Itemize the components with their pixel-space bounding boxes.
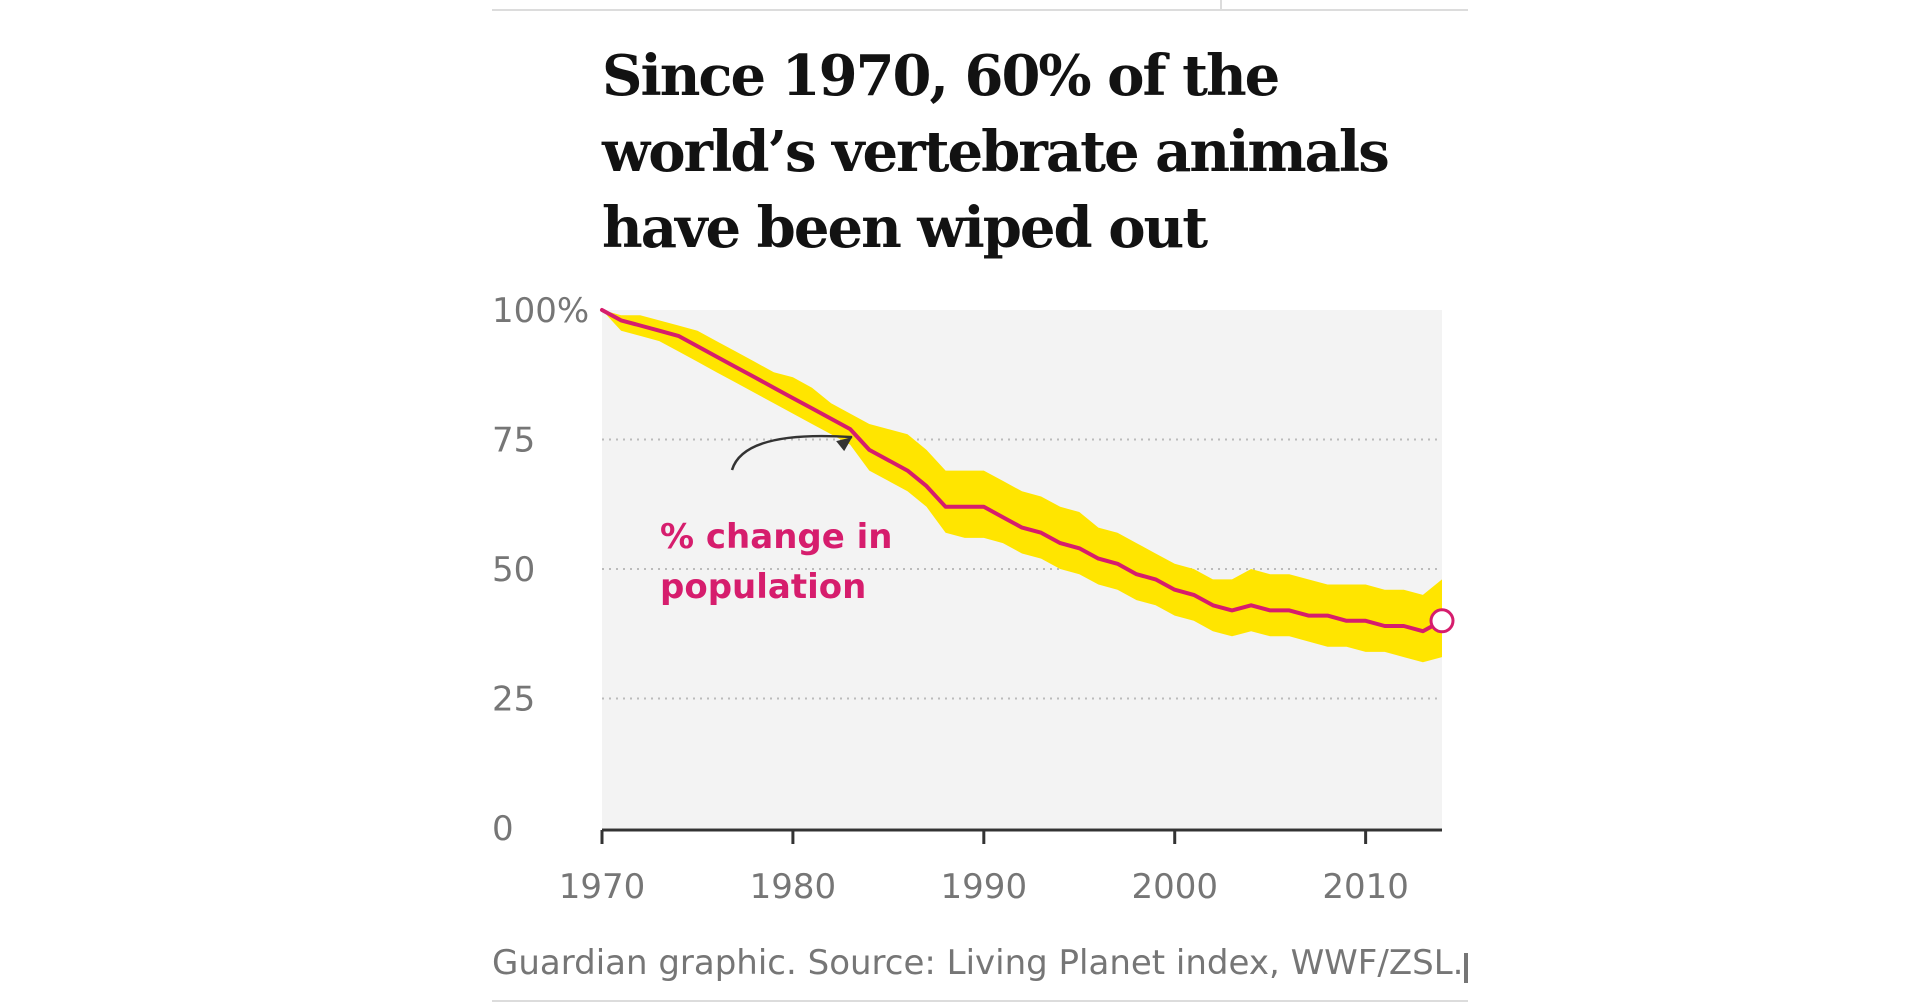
x-tick-label-2010: 2010 (1322, 867, 1409, 907)
top-divider (492, 9, 1468, 11)
data-point-1972 (638, 324, 642, 328)
data-point-1974 (676, 334, 680, 338)
data-point-1998 (1135, 572, 1139, 576)
confidence-band (602, 310, 1442, 663)
x-tick-label-1970: 1970 (559, 867, 646, 907)
population-line-chart: 0 25 50 75 100% 1970 1980 1990 2000 2010 % change … (492, 291, 1455, 907)
end-marker (1429, 608, 1455, 634)
top-divider-tick (1220, 0, 1222, 10)
bottom-divider (492, 1000, 1468, 1002)
y-tick-label-0: 0 (492, 809, 514, 849)
data-point-1986 (905, 469, 909, 473)
data-point-1984 (867, 448, 871, 452)
annotation-label-line-1: % change in (660, 517, 893, 557)
data-point-2007 (1306, 614, 1310, 618)
data-point-2004 (1249, 603, 1253, 607)
y-tick-label-75: 75 (492, 421, 535, 461)
data-point-1973 (657, 329, 661, 333)
data-point-2001 (1192, 593, 1196, 597)
y-tick-label-25: 25 (492, 680, 535, 720)
data-point-1991 (1001, 515, 1005, 519)
data-point-1997 (1115, 562, 1119, 566)
source-note: Guardian graphic. Source: Living Planet … (492, 943, 1468, 983)
data-point-1992 (1020, 526, 1024, 530)
annotation-arrowhead (836, 437, 853, 452)
data-point-1977 (734, 365, 738, 369)
data-point-1989 (963, 505, 967, 509)
title-line-1: Since 1970, 60% of the (602, 43, 1280, 109)
data-point-2010 (1364, 619, 1368, 623)
title-line-2: world’s vertebrate animals (602, 119, 1390, 185)
data-point-2002 (1211, 603, 1215, 607)
data-point-1982 (829, 417, 833, 421)
chart-card: Since 1970, 60% of the world’s vertebrat… (492, 0, 1468, 1005)
chart-title: Since 1970, 60% of the world’s vertebrat… (602, 38, 1462, 266)
data-point-1979 (772, 386, 776, 390)
data-point-1987 (925, 484, 929, 488)
x-tick-label-1980: 1980 (750, 867, 837, 907)
data-point-2011 (1383, 624, 1387, 628)
data-point-2008 (1325, 614, 1329, 618)
annotation-arrow (730, 434, 853, 471)
data-point-1970 (600, 308, 604, 312)
data-point-1993 (1039, 531, 1043, 535)
data-point-1971 (619, 318, 623, 322)
data-point-1976 (715, 355, 719, 359)
x-tick-label-1990: 1990 (941, 867, 1028, 907)
data-point-2009 (1345, 619, 1349, 623)
data-point-1980 (791, 396, 795, 400)
data-point-1995 (1077, 546, 1081, 550)
data-point-1996 (1096, 557, 1100, 561)
y-tick-label-100: 100% (492, 291, 589, 331)
series-line (600, 308, 1444, 634)
data-point-1983 (848, 427, 852, 431)
data-point-1990 (982, 505, 986, 509)
data-point-2000 (1173, 588, 1177, 592)
data-point-1985 (886, 458, 890, 462)
data-point-2005 (1268, 608, 1272, 612)
data-point-2012 (1402, 624, 1406, 628)
data-point-1988 (944, 505, 948, 509)
data-point-2003 (1230, 608, 1234, 612)
data-point-1981 (810, 406, 814, 410)
data-point-1978 (753, 375, 757, 379)
data-point-1994 (1058, 541, 1062, 545)
title-line-3: have been wiped out (602, 195, 1208, 261)
data-point-1999 (1154, 577, 1158, 581)
x-tick-label-2000: 2000 (1131, 867, 1218, 907)
data-point-1975 (695, 344, 699, 348)
plot-area: 0 25 50 75 100% 1970 1980 1990 2000 2010 % change … (492, 291, 1455, 907)
data-point-2006 (1287, 608, 1291, 612)
y-tick-label-50: 50 (492, 550, 535, 590)
annotation-label-line-2: population (660, 567, 866, 607)
data-point-2013 (1421, 629, 1425, 633)
